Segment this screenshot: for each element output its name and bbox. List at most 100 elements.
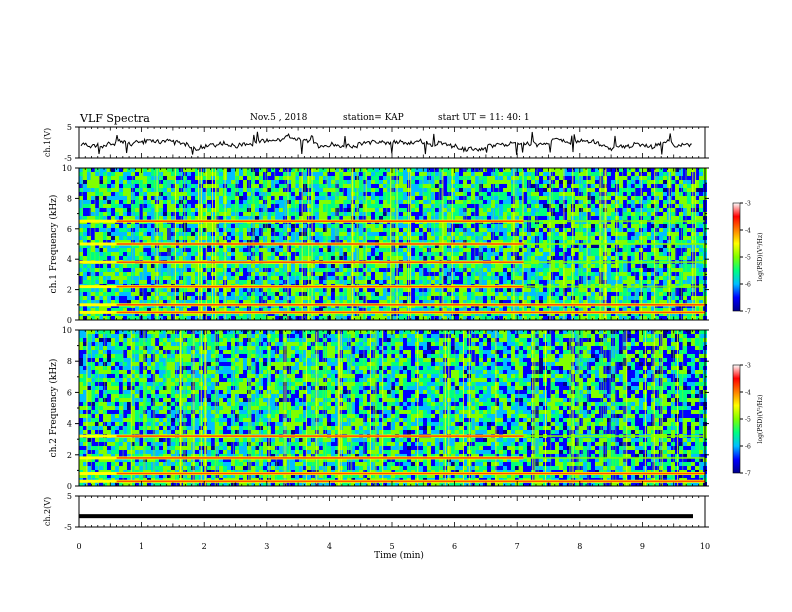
spectrogram-cell xyxy=(631,184,635,188)
spectrogram-cell xyxy=(611,188,615,192)
spectrogram-cell xyxy=(539,224,543,228)
spectrogram-cell xyxy=(659,264,663,268)
spectrogram-cell xyxy=(523,288,527,292)
spectrogram-cell xyxy=(339,264,343,268)
spectrogram-cell xyxy=(331,248,335,252)
spectrogram-cell xyxy=(663,192,667,196)
spectrogram-cell xyxy=(503,240,507,244)
spectrogram-cell xyxy=(455,176,459,180)
spectrogram-cell xyxy=(547,256,551,260)
spectrogram-cell xyxy=(115,256,119,260)
spectrogram-cell xyxy=(523,196,527,200)
spectrogram-cell xyxy=(591,244,595,248)
spectrogram-cell xyxy=(471,208,475,212)
spectrogram-cell xyxy=(403,264,407,268)
spectrogram-cell xyxy=(623,216,627,220)
spectrogram-cell xyxy=(555,208,559,212)
spectrogram-cell xyxy=(467,268,471,272)
spectrogram-cell xyxy=(99,288,103,292)
spectrogram-cell xyxy=(291,196,295,200)
spectrogram-cell xyxy=(699,184,703,188)
spectrogram-cell xyxy=(651,184,655,188)
spectrogram-cell xyxy=(163,176,167,180)
spectrogram-cell xyxy=(455,168,459,172)
spectrogram-cell xyxy=(419,244,423,248)
spectrogram-cell xyxy=(79,168,83,172)
spectrogram-cell xyxy=(415,292,419,296)
spectrogram-cell xyxy=(315,272,319,276)
spectrogram-cell xyxy=(227,252,231,256)
spectrogram-cell xyxy=(411,168,415,172)
spectrogram-cell xyxy=(275,288,279,292)
spectrogram-cell xyxy=(611,252,615,256)
spectrogram-cell xyxy=(115,276,119,280)
spectrogram-cell xyxy=(443,240,447,244)
spectrogram-cell xyxy=(243,208,247,212)
spectrogram-cell xyxy=(419,280,423,284)
spectrogram-cell xyxy=(659,280,663,284)
spectrogram-cell xyxy=(271,236,275,240)
spectrogram-cell xyxy=(391,224,395,228)
spectrogram-cell xyxy=(271,196,275,200)
spectrogram-cell xyxy=(595,196,599,200)
spectrogram-cell xyxy=(659,228,663,232)
spectrogram-cell xyxy=(195,196,199,200)
spectrogram-cell xyxy=(607,232,611,236)
spectrogram-cell xyxy=(567,252,571,256)
spectrogram-cell xyxy=(111,208,115,212)
spectrogram-cell xyxy=(275,192,279,196)
spectrogram-cell xyxy=(695,268,699,272)
spectrogram-cell xyxy=(367,172,371,176)
spectrogram-cell xyxy=(363,252,367,256)
spectrogram-cell xyxy=(575,248,579,252)
spectrogram-cell xyxy=(367,168,371,172)
spectrogram-cell xyxy=(435,264,439,268)
figure-title: VLF Spectra xyxy=(80,112,150,125)
spectrogram-cell xyxy=(403,236,407,240)
spectrogram-cell xyxy=(191,188,195,192)
spectrogram-cell xyxy=(591,172,595,176)
spectrogram-cell xyxy=(419,276,423,280)
spectrogram-cell xyxy=(679,180,683,184)
spectrogram-cell xyxy=(519,168,523,172)
spectrogram-cell xyxy=(627,276,631,280)
spectrogram-cell xyxy=(575,204,579,208)
spectrogram-cell xyxy=(387,192,391,196)
spectrogram-cell xyxy=(679,280,683,284)
spectrogram-cell xyxy=(363,200,367,204)
spectrogram-cell xyxy=(595,272,599,276)
spectrogram-cell xyxy=(387,248,391,252)
spectrogram-cell xyxy=(203,280,207,284)
spectrogram-cell xyxy=(695,240,699,244)
spectrogram-cell xyxy=(87,272,91,276)
spectrogram-cell xyxy=(467,244,471,248)
spectrogram-cell xyxy=(463,180,467,184)
spectrogram-cell xyxy=(675,240,679,244)
spectrogram-cell xyxy=(83,212,87,216)
spectrogram-cell xyxy=(115,272,119,276)
spectrogram-cell xyxy=(515,184,519,188)
spectrogram-cell xyxy=(499,208,503,212)
spectrogram-cell xyxy=(327,244,331,248)
spectrogram-cell xyxy=(443,252,447,256)
spectrogram-cell xyxy=(171,236,175,240)
spectrogram-cell xyxy=(515,200,519,204)
spectrogram-cell xyxy=(151,212,155,216)
spectrogram-cell xyxy=(607,168,611,172)
spectrogram-cell xyxy=(403,252,407,256)
spectrogram-cell xyxy=(459,204,463,208)
spectrogram-cell xyxy=(167,232,171,236)
spectrogram-cell xyxy=(543,252,547,256)
spectrogram-cell xyxy=(451,188,455,192)
spectrogram-cell xyxy=(423,248,427,252)
spectrogram-cell xyxy=(411,180,415,184)
spectrogram-cell xyxy=(591,200,595,204)
spectrogram-cell xyxy=(519,204,523,208)
spectrogram-cell xyxy=(415,256,419,260)
spectrogram-cell xyxy=(383,192,387,196)
spectrogram-cell xyxy=(583,180,587,184)
spectrogram-cell xyxy=(139,176,143,180)
spectrogram-cell xyxy=(559,176,563,180)
spectrogram-cell xyxy=(511,248,515,252)
spectrogram-cell xyxy=(459,184,463,188)
